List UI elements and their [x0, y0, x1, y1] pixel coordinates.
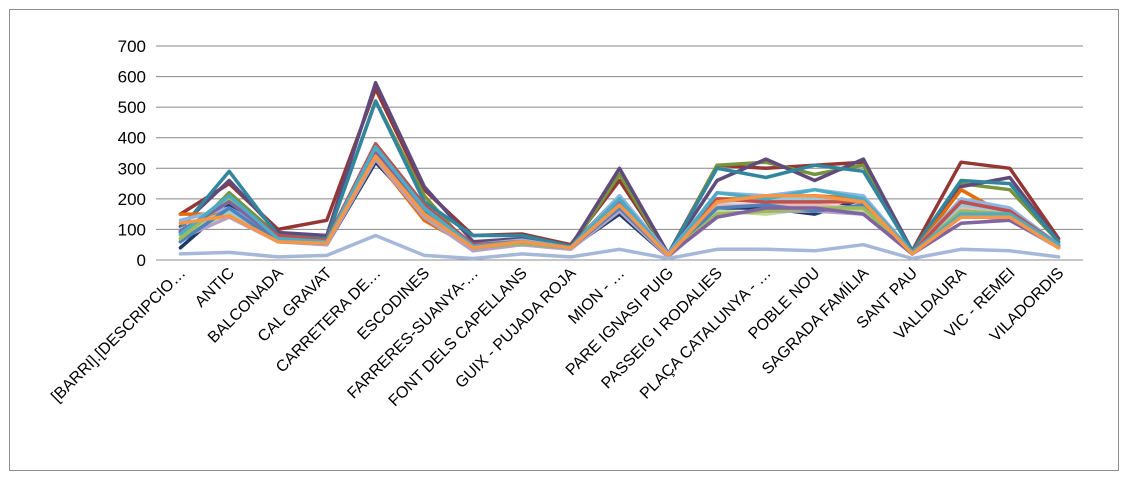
- y-axis-tick-labels: 0 100 200 300 400 500 600 700: [118, 37, 146, 270]
- series-line-16: [178, 145, 1061, 258]
- x-tick-label: [BARRI].[DESCRIPCIO…: [48, 265, 189, 406]
- x-tick-label: ANTIC: [192, 265, 238, 311]
- chart-frame: 0 100 200 300 400 500 600 700 [BARRI].[DESCRIPC…: [9, 9, 1119, 471]
- y-tick-label: 0: [137, 251, 146, 270]
- series-lines: [178, 80, 1061, 261]
- y-tick-label: 500: [118, 98, 146, 117]
- y-tick-label: 600: [118, 68, 146, 87]
- y-tick-label: 400: [118, 129, 146, 148]
- y-tick-label: 200: [118, 190, 146, 209]
- line-chart: 0 100 200 300 400 500 600 700 [BARRI].[DESCRIPC…: [48, 37, 1083, 410]
- series-line-18: [178, 233, 1061, 261]
- y-tick-label: 100: [118, 220, 146, 239]
- series-line-17: [178, 154, 1061, 258]
- y-tick-label: 300: [118, 159, 146, 178]
- y-tick-label: 700: [118, 37, 146, 56]
